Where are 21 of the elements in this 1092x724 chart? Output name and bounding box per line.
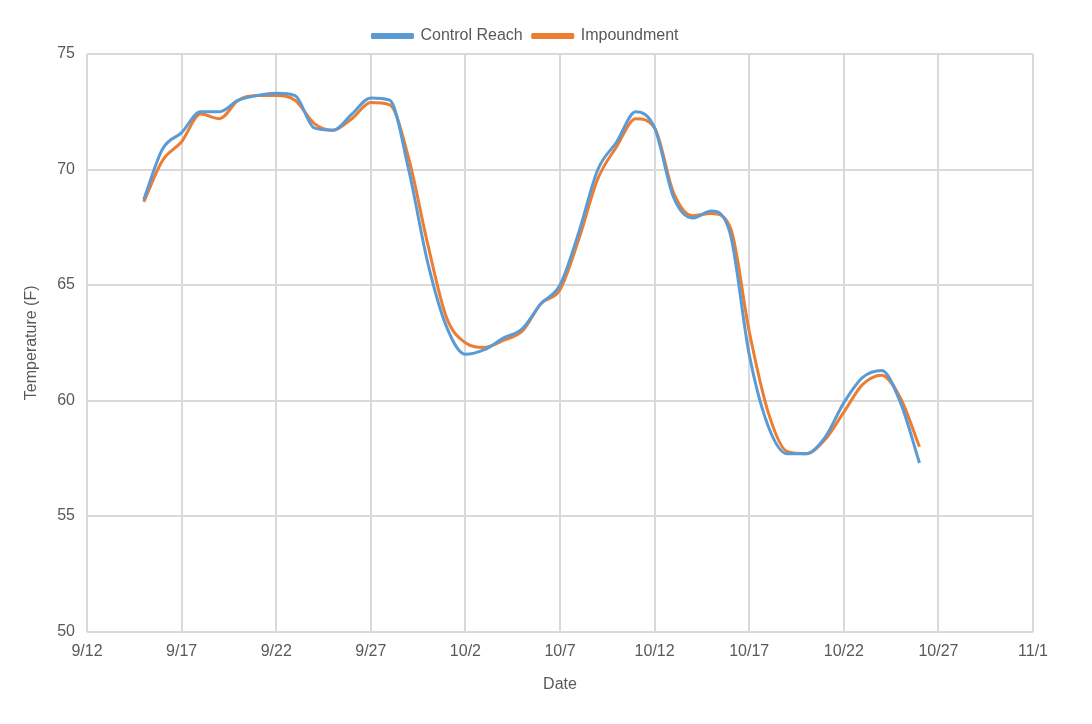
x-tick-label: 10/2: [449, 641, 482, 659]
x-tick-label: 9/22: [260, 641, 292, 659]
y-axis-title: Temperature (F): [22, 285, 40, 401]
x-tick-label: 9/17: [166, 641, 198, 659]
legend-label: Impoundment: [580, 26, 680, 44]
x-tick-label: 11/1: [1018, 641, 1049, 659]
y-tick-label: 60: [57, 390, 76, 408]
x-tick-label: 9/12: [71, 641, 103, 659]
y-tick-label: 55: [57, 506, 76, 524]
y-tick-label: 70: [57, 159, 76, 177]
y-tick-label: 65: [57, 275, 76, 293]
y-tick-label: 50: [57, 622, 76, 640]
x-tick-label: 10/17: [729, 641, 770, 659]
x-tick-label: 9/27: [355, 641, 387, 659]
x-tick-label: 10/7: [544, 641, 576, 659]
x-tick-label: 10/22: [823, 641, 864, 659]
x-axis-title: Date: [543, 674, 577, 692]
y-tick-label: 75: [57, 44, 76, 62]
x-tick-label: 10/27: [918, 641, 959, 659]
legend-label: Control Reach: [420, 26, 523, 44]
x-tick-label: 10/12: [634, 641, 675, 659]
